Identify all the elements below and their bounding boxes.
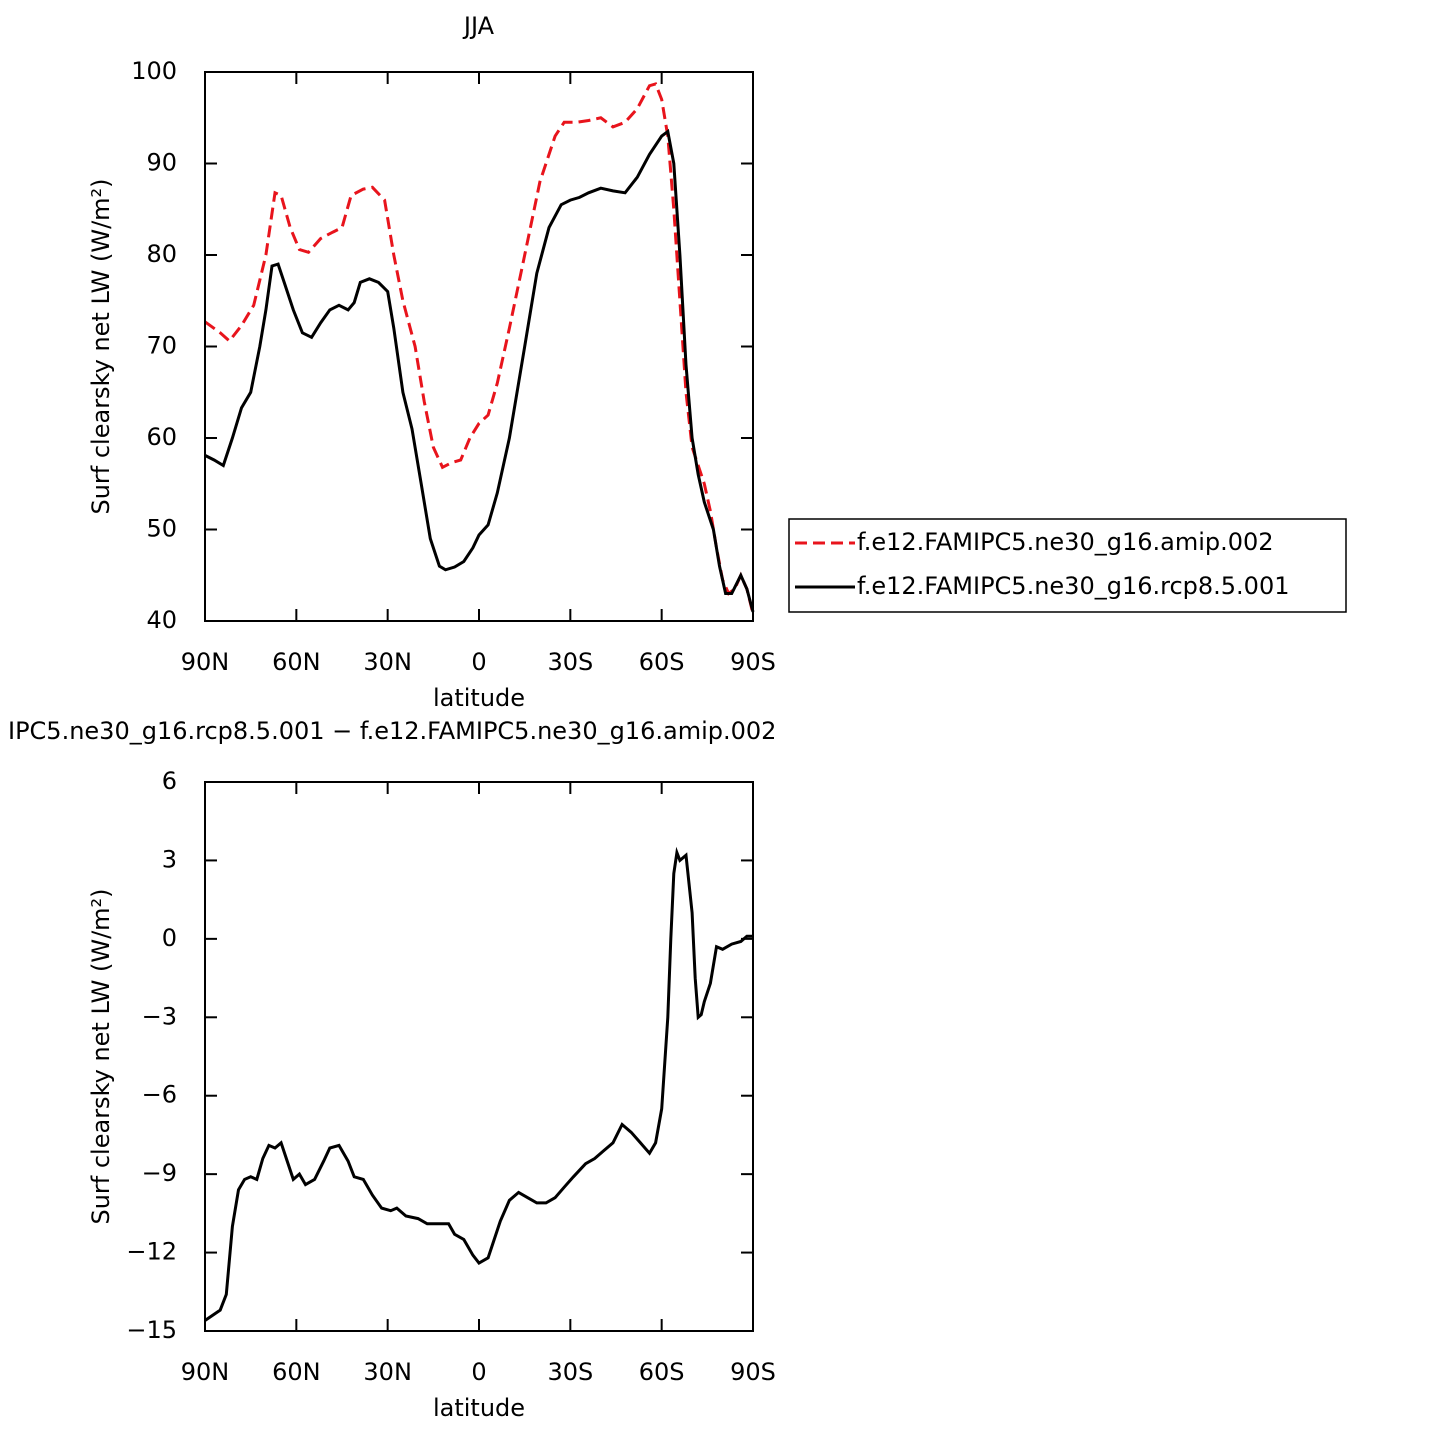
- y-tick-label: 60: [146, 423, 177, 451]
- x-tick-label: 90S: [730, 648, 776, 676]
- chart-title: IPC5.ne30_g16.rcp8.5.001 − f.e12.FAMIPC5…: [8, 717, 776, 745]
- y-tick-label: 80: [146, 240, 177, 268]
- y-tick-label: 6: [162, 767, 177, 795]
- y-tick-label: 40: [146, 606, 177, 634]
- x-tick-label: 90S: [730, 1358, 776, 1386]
- y-tick-label: −12: [126, 1238, 177, 1266]
- y-tick-label: −6: [142, 1081, 177, 1109]
- x-tick-label: 60S: [639, 648, 685, 676]
- x-tick-label: 0: [471, 1358, 486, 1386]
- y-tick-label: −3: [142, 1002, 177, 1030]
- y-tick-label: −9: [142, 1159, 177, 1187]
- chart-title: JJA: [462, 12, 495, 40]
- x-tick-label: 0: [471, 648, 486, 676]
- y-axis-label: Surf clearsky net LW (W/m²): [87, 888, 115, 1224]
- x-axis-label: latitude: [433, 1394, 525, 1422]
- x-tick-label: 30N: [363, 1358, 412, 1386]
- y-tick-label: −15: [126, 1316, 177, 1344]
- y-tick-label: 100: [131, 57, 177, 85]
- data-line: [204, 128, 755, 613]
- x-tick-label: 90N: [181, 1358, 230, 1386]
- plot-frame: [204, 71, 754, 622]
- x-tick-label: 30S: [547, 648, 593, 676]
- y-tick-label: 3: [162, 845, 177, 873]
- y-axis-label: Surf clearsky net LW (W/m²): [87, 178, 115, 514]
- y-tick-label: 70: [146, 332, 177, 360]
- y-tick-label: 0: [162, 924, 177, 952]
- y-tick-label: 50: [146, 515, 177, 543]
- x-tick-label: 90N: [181, 648, 230, 676]
- legend-box: [788, 518, 1347, 613]
- y-tick-label: 90: [146, 149, 177, 177]
- plot-frame: [204, 781, 754, 1332]
- legend-label: f.e12.FAMIPC5.ne30_g16.amip.002: [857, 528, 1274, 556]
- data-line: [204, 846, 753, 1322]
- x-tick-label: 60S: [639, 1358, 685, 1386]
- x-tick-label: 30S: [547, 1358, 593, 1386]
- data-line: [204, 82, 755, 615]
- x-tick-label: 30N: [363, 648, 412, 676]
- x-axis-label: latitude: [433, 684, 525, 712]
- x-tick-label: 60N: [272, 648, 321, 676]
- legend-label: f.e12.FAMIPC5.ne30_g16.rcp8.5.001: [857, 572, 1290, 600]
- x-tick-label: 60N: [272, 1358, 321, 1386]
